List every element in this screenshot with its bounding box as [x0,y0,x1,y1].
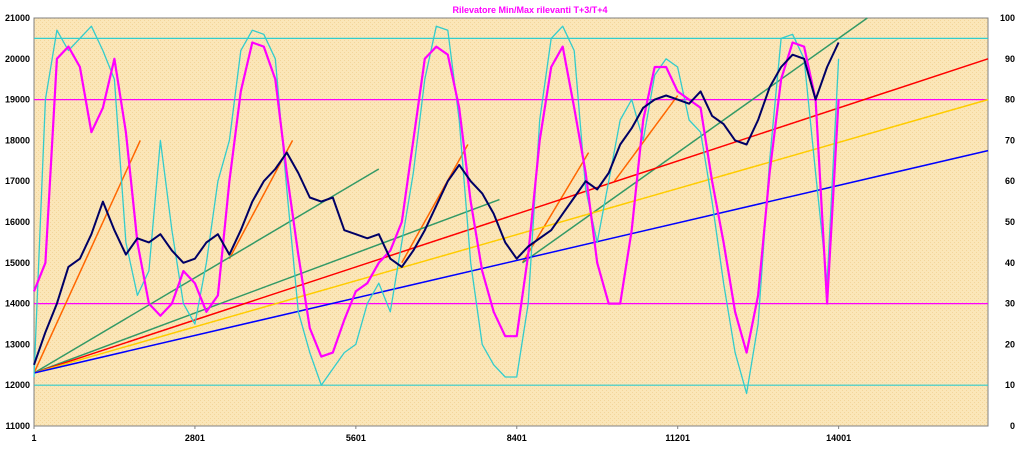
trend-line-4 [613,95,679,182]
left-tick-label-3: 14000 [5,299,30,309]
right-tick-label-2: 20 [1005,339,1015,349]
left-tick-label-2: 13000 [5,339,30,349]
x-tick-label-0: 1 [31,433,36,443]
right-axis-ticks: 0 10 20 30 40 50 60 70 80 90 100 [1000,13,1015,431]
left-tick-label-8: 19000 [5,95,30,105]
trend-line-9 [33,98,989,374]
x-tick-label-3: 8401 [507,433,527,443]
trend-line-3 [521,152,590,264]
series-line-0 [33,42,840,366]
right-tick-label-5: 50 [1005,217,1015,227]
right-tick-label-4: 40 [1005,258,1015,268]
right-tick-label-0: 0 [1010,421,1015,431]
series-line-2 [33,25,840,395]
trend-line-5 [33,168,380,374]
left-tick-label-4: 15000 [5,258,30,268]
left-tick-label-6: 17000 [5,176,30,186]
trend-lines [33,17,989,374]
plot-area [33,17,989,427]
left-axis-ticks: 11000 12000 13000 14000 15000 16000 17000 18000… [5,13,30,431]
x-tick-label-1: 2801 [185,433,205,443]
right-tick-label-9: 90 [1005,54,1015,64]
series-line-1 [32,41,840,358]
horizontal-levels [34,37,988,386]
x-tick-label-2: 5601 [346,433,366,443]
left-tick-label-1: 12000 [5,380,30,390]
trend-line-2 [401,144,469,264]
chart-title: Rilevatore Min/Max rilevanti T+3/T+4 [452,5,607,15]
right-tick-label-10: 100 [1000,13,1015,23]
trend-line-6 [33,198,500,374]
left-tick-label-10: 21000 [5,13,30,23]
left-tick-label-9: 20000 [5,54,30,64]
trend-line-7 [522,17,868,264]
x-tick-label-4: 11201 [665,433,690,443]
left-tick-label-7: 18000 [5,135,30,145]
right-tick-label-8: 80 [1005,95,1015,105]
x-axis-ticks: 1 2801 5601 8401 11201 14001 [31,426,851,443]
series-lines [32,25,840,395]
right-tick-label-7: 70 [1005,135,1015,145]
right-tick-label-3: 30 [1005,299,1015,309]
x-tick-label-5: 14001 [826,433,851,443]
trend-line-10 [33,149,989,374]
right-tick-label-6: 60 [1005,176,1015,186]
trend-line-0 [33,140,141,374]
right-tick-label-1: 10 [1005,380,1015,390]
left-tick-label-0: 11000 [5,421,30,431]
left-tick-label-5: 16000 [5,217,30,227]
